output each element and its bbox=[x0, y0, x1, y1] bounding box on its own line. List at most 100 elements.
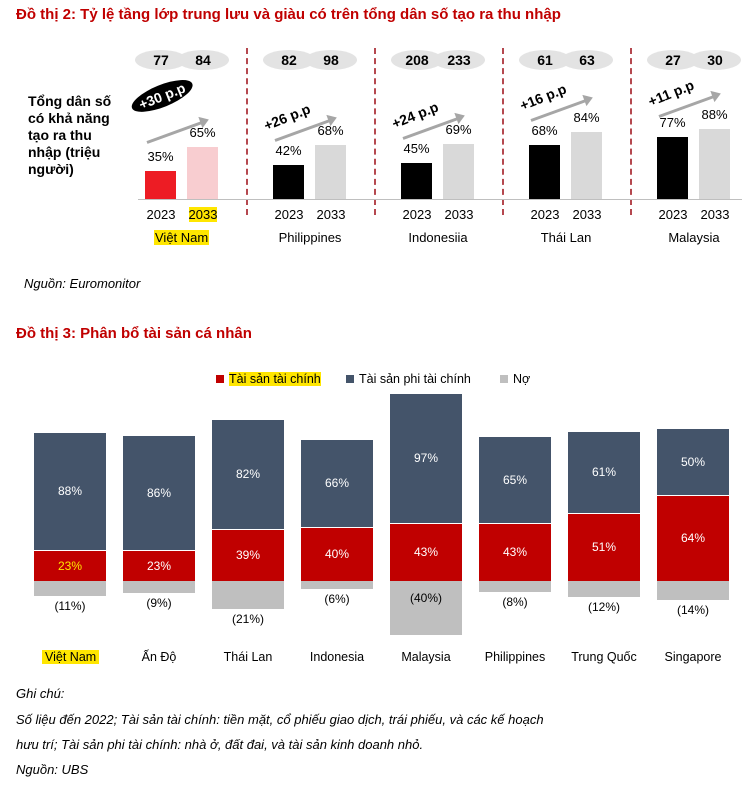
bar-value-label: 84% bbox=[573, 109, 600, 125]
notes-heading: Ghi chú: bbox=[16, 686, 65, 701]
financial-label: 23% bbox=[146, 558, 172, 573]
legend-debt: Nợ bbox=[500, 372, 530, 386]
nonfinancial-label: 86% bbox=[146, 485, 172, 500]
bar-debt bbox=[657, 581, 729, 600]
group-divider bbox=[502, 48, 504, 215]
population-pill: 208 bbox=[391, 50, 443, 70]
year-label: 2023 bbox=[402, 207, 432, 222]
bar-2033 bbox=[443, 143, 474, 199]
financial-label: 23% bbox=[57, 558, 83, 573]
category-label: Trung Quốc bbox=[571, 650, 637, 664]
group-divider bbox=[374, 48, 376, 215]
category-label: Việt Nam bbox=[42, 650, 100, 664]
notes-line2: hưu trí; Tài sản phi tài chính: nhà ở, đ… bbox=[16, 737, 424, 752]
bar-nonfinancial bbox=[301, 438, 373, 528]
bar-2033 bbox=[699, 128, 730, 199]
bar-value-label: 68% bbox=[317, 122, 344, 138]
bar-debt bbox=[123, 581, 195, 594]
legend-financial: Tài sản tài chính bbox=[216, 372, 321, 386]
financial-label: 40% bbox=[324, 547, 350, 562]
legend-swatch bbox=[216, 375, 224, 383]
year-label: 2033 bbox=[572, 207, 602, 222]
nonfinancial-label: 50% bbox=[680, 454, 706, 469]
category-label: Malaysia bbox=[401, 650, 451, 664]
bar-value-label: 88% bbox=[701, 106, 728, 122]
financial-label: 51% bbox=[591, 539, 617, 554]
bar-nonfinancial bbox=[568, 430, 640, 513]
population-pill: 98 bbox=[305, 50, 357, 70]
bar-2033 bbox=[571, 131, 602, 199]
change-label: +30 p.p bbox=[127, 73, 197, 119]
chart2-source: Nguồn: Euromonitor bbox=[24, 276, 141, 291]
country-label: Malaysia bbox=[668, 230, 720, 245]
year-label: 2023 bbox=[658, 207, 688, 222]
bar-value-label: 69% bbox=[445, 121, 472, 137]
bar-financial bbox=[123, 550, 195, 581]
bar-2023 bbox=[273, 165, 304, 199]
bar-debt bbox=[390, 581, 462, 635]
debt-label: (14%) bbox=[676, 602, 709, 617]
group-divider bbox=[246, 48, 248, 215]
year-label: 2023 bbox=[530, 207, 560, 222]
population-pill: 30 bbox=[689, 50, 741, 70]
bar-financial bbox=[479, 523, 551, 581]
bar-2023 bbox=[657, 137, 688, 199]
bar-financial bbox=[34, 550, 106, 581]
debt-label: (9%) bbox=[146, 596, 172, 611]
country-label: Thái Lan bbox=[540, 230, 592, 245]
financial-label: 43% bbox=[413, 545, 439, 560]
nonfinancial-label: 82% bbox=[235, 466, 261, 481]
bar-nonfinancial bbox=[390, 393, 462, 524]
bar-nonfinancial bbox=[212, 418, 284, 529]
bar-2023 bbox=[401, 163, 432, 199]
bar-value-label: 35% bbox=[147, 149, 174, 164]
year-label: 2033 bbox=[700, 207, 730, 222]
bar-financial bbox=[657, 495, 729, 581]
bar-financial bbox=[390, 523, 462, 581]
chart2-title: Đồ thị 2: Tỷ lệ tầng lớp trung lưu và gi… bbox=[16, 6, 561, 23]
population-pill: 27 bbox=[647, 50, 699, 70]
population-pill: 233 bbox=[433, 50, 485, 70]
bar-nonfinancial bbox=[479, 436, 551, 524]
year-label: 2033 bbox=[444, 207, 474, 222]
nonfinancial-label: 88% bbox=[57, 484, 83, 499]
nonfinancial-label: 61% bbox=[591, 464, 617, 479]
group-divider bbox=[630, 48, 632, 215]
bar-value-label: 68% bbox=[531, 122, 558, 138]
bar-debt bbox=[479, 581, 551, 592]
bar-value-label: 65% bbox=[189, 125, 216, 140]
country-label: Philippines bbox=[278, 230, 342, 245]
population-pill: 77 bbox=[135, 50, 187, 70]
bar-debt bbox=[34, 581, 106, 596]
bar-debt bbox=[568, 581, 640, 598]
legend-label: Nợ bbox=[513, 372, 531, 386]
nonfinancial-label: 65% bbox=[502, 472, 528, 487]
notes-line1: Số liệu đến 2022; Tài sản tài chính: tiề… bbox=[16, 712, 544, 727]
bar-nonfinancial bbox=[34, 432, 106, 551]
category-label: Indonesia bbox=[309, 650, 365, 664]
debt-label: (6%) bbox=[324, 592, 350, 607]
category-label: Thái Lan bbox=[223, 650, 273, 664]
bar-2033 bbox=[187, 147, 218, 199]
year-label-text: 2033 bbox=[188, 207, 218, 222]
population-pill: 82 bbox=[263, 50, 315, 70]
bar-value-label: 42% bbox=[275, 143, 302, 159]
bar-2033 bbox=[315, 144, 346, 199]
bar-financial bbox=[212, 528, 284, 581]
financial-label: 64% bbox=[680, 531, 706, 546]
notes-source: Nguồn: UBS bbox=[16, 762, 89, 777]
financial-label: 39% bbox=[235, 547, 261, 562]
country-label: Indonesiia bbox=[408, 230, 468, 245]
nonfinancial-label: 66% bbox=[324, 476, 350, 491]
legend-nonfinancial: Tài sản phi tài chính bbox=[346, 372, 471, 386]
chart2-baseline bbox=[138, 199, 742, 200]
chart3-title: Đồ thị 3: Phân bổ tài sản cá nhân bbox=[16, 325, 252, 342]
legend-swatch bbox=[500, 375, 508, 383]
year-label: 2033 bbox=[181, 207, 225, 222]
bar-value-label: 77% bbox=[659, 115, 686, 131]
bar-debt bbox=[301, 581, 373, 590]
population-pill: 61 bbox=[519, 50, 571, 70]
bar-2023 bbox=[529, 144, 560, 199]
debt-label: (21%) bbox=[231, 612, 264, 627]
chart2-ylabel: Tổng dân số có khả năng tạo ra thu nhập … bbox=[28, 93, 112, 177]
